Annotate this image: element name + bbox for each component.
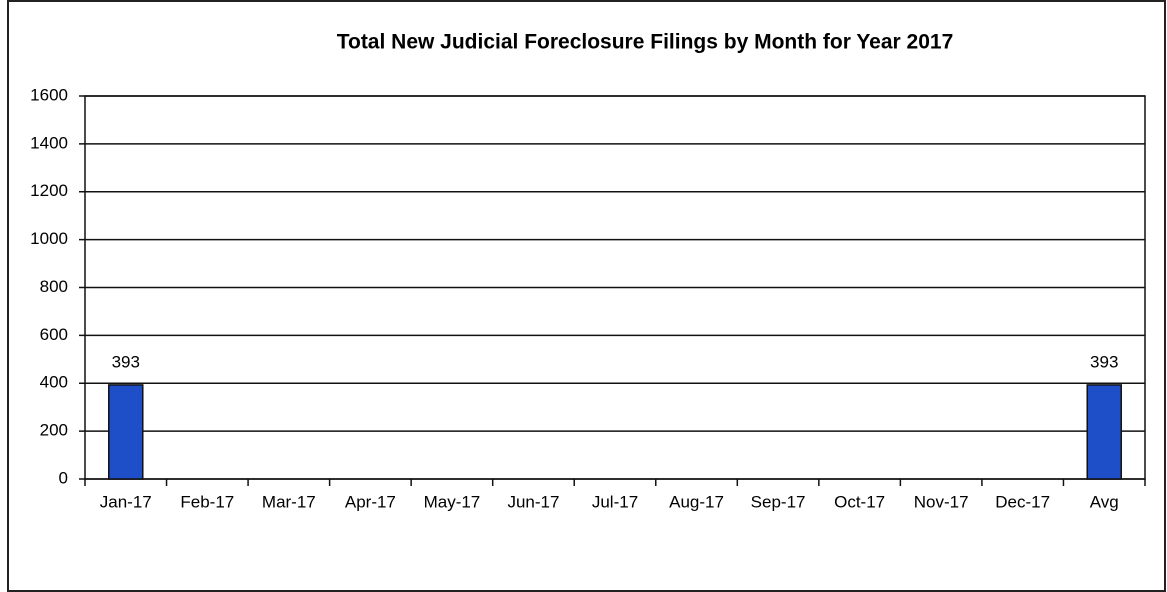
- y-tick-label: 800: [40, 277, 68, 296]
- y-tick-label: 400: [40, 373, 68, 392]
- x-tick-label: Oct-17: [834, 492, 885, 511]
- x-tick-label: Aug-17: [669, 492, 724, 511]
- chart-title: Total New Judicial Foreclosure Filings b…: [337, 31, 954, 54]
- x-tick-label: Jan-17: [100, 492, 152, 511]
- y-tick-label: 1200: [30, 181, 68, 200]
- y-tick-label: 0: [59, 468, 68, 487]
- x-tick-label: Nov-17: [914, 492, 969, 511]
- x-tick-label: Feb-17: [180, 492, 234, 511]
- data-label: 393: [1090, 352, 1118, 371]
- y-tick-label: 200: [40, 421, 68, 440]
- x-tick-label: Jul-17: [592, 492, 638, 511]
- x-tick-label: May-17: [424, 492, 481, 511]
- x-tick-label: Mar-17: [262, 492, 316, 511]
- data-label: 393: [112, 352, 140, 371]
- x-tick-label: Dec-17: [995, 492, 1050, 511]
- bar: [1086, 384, 1122, 480]
- y-tick-label: 600: [40, 325, 68, 344]
- chart-frame: [7, 0, 1166, 592]
- y-tick-label: 1400: [30, 133, 68, 152]
- y-tick-label: 1600: [30, 85, 68, 104]
- x-tick-label: Jun-17: [507, 492, 559, 511]
- y-tick-label: 1000: [30, 229, 68, 248]
- x-tick-label: Avg: [1090, 492, 1119, 511]
- x-tick-label: Apr-17: [345, 492, 396, 511]
- x-tick-label: Sep-17: [751, 492, 806, 511]
- bar: [108, 384, 144, 480]
